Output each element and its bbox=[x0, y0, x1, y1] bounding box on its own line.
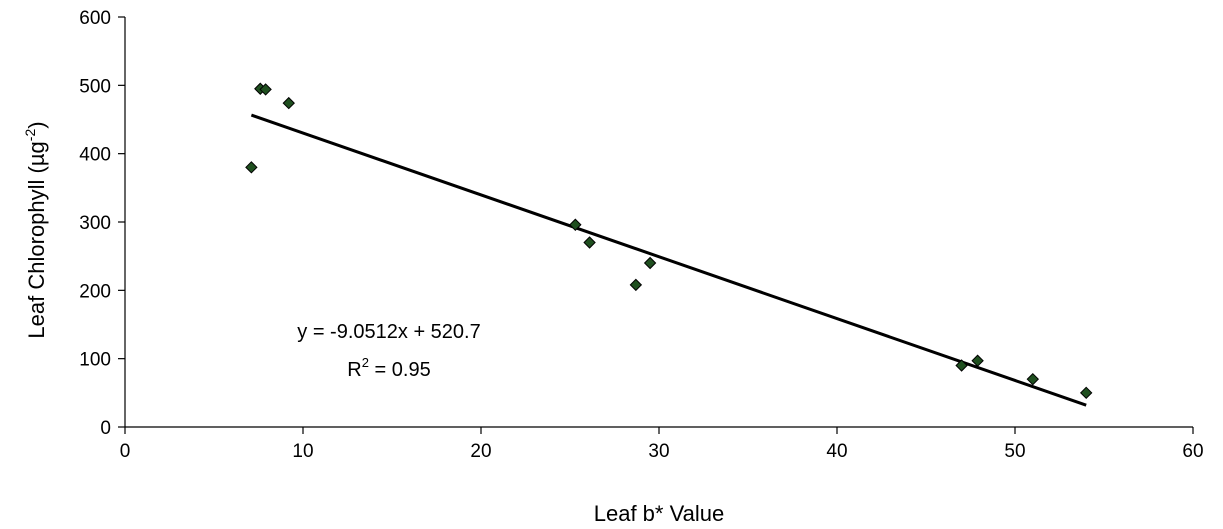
y-tick-label: 600 bbox=[79, 8, 111, 29]
trendline bbox=[250, 113, 1087, 407]
data-point-marker bbox=[643, 256, 657, 270]
axes bbox=[124, 17, 1193, 428]
y-tick-label: 100 bbox=[79, 350, 111, 371]
data-point-marker bbox=[259, 83, 272, 96]
data-point-marker bbox=[583, 236, 596, 249]
data-point-marker bbox=[629, 278, 643, 292]
y-axis-title-superscript: -2 bbox=[22, 129, 38, 142]
data-point-marker bbox=[971, 354, 984, 367]
x-tick-label: 10 bbox=[292, 441, 313, 462]
data-points bbox=[245, 82, 1093, 400]
r-squared-superscript: 2 bbox=[362, 355, 369, 370]
x-tick-label: 0 bbox=[120, 441, 131, 462]
r-squared-annotation: R2 = 0.95 bbox=[347, 355, 430, 381]
y-axis-title: Leaf Chlorophyll (µg-2) bbox=[22, 121, 49, 338]
x-tick-label: 20 bbox=[470, 441, 491, 462]
y-tick-label: 300 bbox=[79, 213, 111, 234]
y-tick-label: 0 bbox=[100, 418, 111, 439]
data-point-marker bbox=[282, 96, 295, 110]
data-point-marker bbox=[1026, 372, 1040, 386]
x-tick-label: 40 bbox=[826, 441, 847, 462]
r-squared-prefix: R bbox=[347, 359, 361, 381]
r-squared-value: = 0.95 bbox=[369, 359, 431, 381]
data-point-marker bbox=[955, 359, 968, 372]
trendline-group bbox=[250, 113, 1087, 407]
x-tick-label: 50 bbox=[1004, 441, 1025, 462]
data-point-marker bbox=[245, 161, 258, 174]
y-tick-label: 400 bbox=[79, 145, 111, 166]
y-tick-label: 200 bbox=[79, 281, 111, 302]
x-tick-label: 30 bbox=[648, 441, 669, 462]
equation-annotation: y = -9.0512x + 520.7 bbox=[297, 321, 480, 343]
data-point-marker bbox=[569, 218, 582, 231]
y-tick-label: 500 bbox=[79, 76, 111, 97]
x-axis-title: Leaf b* Value bbox=[594, 501, 724, 526]
x-tick-label: 60 bbox=[1182, 441, 1203, 462]
data-point-marker bbox=[1079, 386, 1093, 400]
y-axis-title-main: Leaf Chlorophyll (µg bbox=[24, 141, 49, 338]
y-axis-title-end: ) bbox=[24, 121, 49, 128]
